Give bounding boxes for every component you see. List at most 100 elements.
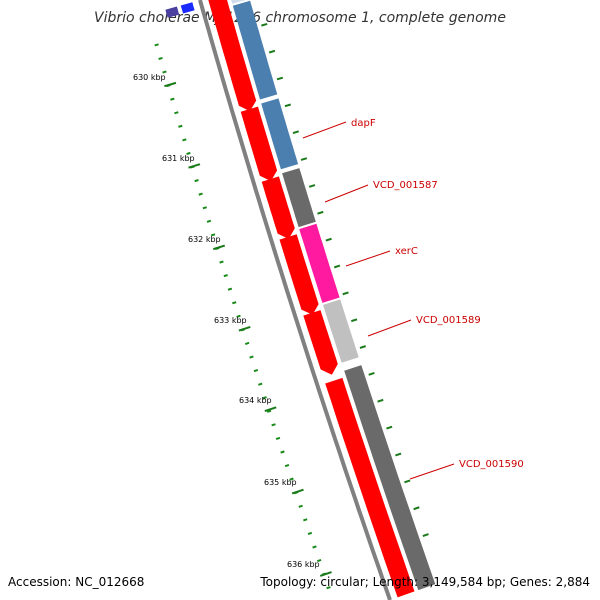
minor-tick — [227, 287, 233, 291]
minor-tick — [303, 518, 308, 522]
minor-tick — [154, 43, 159, 47]
cds-feature[interactable] — [165, 6, 180, 18]
gene-leader-line — [367, 319, 412, 337]
cds-feature[interactable] — [261, 176, 295, 239]
gene-labels: dapF VCD_001587 xerC VCD_001589 VCD_0015… — [302, 118, 524, 480]
gene-feature[interactable] — [282, 168, 316, 228]
major-tick — [164, 81, 177, 88]
kbp-label: 634 kbp — [239, 396, 272, 405]
gene-label-dapf[interactable]: dapF — [351, 118, 376, 129]
chromosome-backbone — [198, 0, 392, 600]
gene-leader-line — [409, 463, 455, 480]
minor-tick — [284, 103, 291, 108]
minor-tick — [308, 184, 316, 188]
minor-tick — [289, 477, 294, 481]
scale-ticks — [154, 22, 429, 590]
kbp-label: 631 kbp — [162, 154, 195, 163]
major-tick — [238, 325, 251, 332]
minor-tick — [162, 70, 167, 74]
major-tick — [188, 163, 201, 169]
gene-feature[interactable] — [299, 223, 340, 303]
minor-tick — [404, 479, 411, 484]
minor-tick — [312, 545, 317, 549]
gene-feature[interactable] — [344, 365, 436, 591]
minor-tick — [186, 151, 191, 155]
gene-label-vcd-001589[interactable]: VCD_001589 — [416, 315, 481, 326]
cds-feature[interactable] — [208, 0, 257, 112]
minor-tick — [395, 452, 402, 457]
minor-tick — [284, 463, 290, 468]
minor-tick — [206, 219, 212, 223]
gene-feature[interactable] — [232, 0, 278, 100]
gene-leader-line — [324, 184, 369, 203]
minor-tick — [317, 210, 324, 215]
minor-tick — [249, 355, 254, 359]
minor-tick — [307, 531, 313, 536]
minor-tick — [368, 372, 375, 376]
minor-tick — [223, 274, 228, 278]
gene-label-vcd-001587[interactable]: VCD_001587 — [373, 180, 438, 191]
minor-tick — [253, 369, 259, 373]
cds-feature[interactable] — [303, 310, 338, 375]
minor-tick — [258, 382, 263, 386]
minor-tick — [271, 423, 276, 427]
minor-tick — [194, 179, 199, 183]
minor-tick — [292, 130, 299, 135]
gene-feature[interactable] — [229, 0, 250, 4]
cds-feature[interactable] — [240, 106, 278, 182]
map-title: Vibrio cholerae MJ-1236 chromosome 1, co… — [94, 10, 506, 26]
minor-tick — [178, 124, 183, 128]
minor-tick — [298, 504, 303, 508]
minor-tick — [198, 192, 203, 196]
minor-tick — [202, 206, 207, 210]
major-tick — [319, 571, 332, 577]
genome-summary-text: Topology: circular; Length: 3,149,584 bp… — [260, 575, 590, 589]
minor-tick — [342, 291, 349, 296]
minor-tick — [333, 264, 341, 269]
cds-feature[interactable] — [325, 377, 415, 598]
forward-strand-track — [229, 0, 436, 591]
kbp-label: 630 kbp — [133, 73, 166, 82]
minor-tick — [210, 233, 216, 237]
gene-feature[interactable] — [323, 299, 359, 363]
cds-feature[interactable] — [279, 234, 319, 315]
kbp-label: 633 kbp — [214, 316, 247, 325]
minor-tick — [386, 425, 393, 430]
minor-tick — [261, 22, 268, 27]
minor-tick — [422, 533, 429, 537]
minor-tick — [351, 318, 358, 323]
minor-tick — [276, 76, 284, 81]
major-tick — [291, 488, 304, 495]
cds-feature[interactable] — [180, 2, 195, 14]
minor-tick — [262, 396, 267, 400]
minor-tick — [325, 237, 332, 242]
minor-tick — [377, 398, 384, 403]
minor-tick — [280, 450, 285, 454]
minor-tick — [359, 345, 366, 349]
major-tick — [213, 244, 226, 251]
minor-tick — [300, 157, 308, 161]
gene-feature[interactable] — [261, 98, 299, 170]
scale-labels: 630 kbp 631 kbp 632 kbp 633 kbp 634 kbp … — [133, 73, 320, 569]
minor-tick — [268, 49, 276, 54]
minor-tick — [158, 56, 163, 60]
minor-tick — [182, 138, 187, 142]
minor-tick — [232, 301, 237, 305]
major-tick — [264, 406, 277, 412]
kbp-label: 635 kbp — [264, 478, 297, 487]
gene-leader-line — [302, 121, 347, 139]
minor-tick — [316, 558, 322, 563]
minor-tick — [326, 586, 331, 590]
minor-tick — [170, 97, 175, 101]
gene-label-xerc[interactable]: xerC — [395, 246, 418, 257]
minor-tick — [275, 436, 281, 441]
accession-text: Accession: NC_012668 — [8, 575, 145, 589]
gene-leader-line — [345, 250, 391, 267]
minor-tick — [174, 111, 179, 115]
minor-tick — [236, 314, 241, 318]
kbp-label: 632 kbp — [188, 235, 221, 244]
gene-label-vcd-001590[interactable]: VCD_001590 — [459, 459, 524, 470]
minor-tick — [219, 260, 224, 264]
kbp-label: 636 kbp — [287, 560, 320, 569]
